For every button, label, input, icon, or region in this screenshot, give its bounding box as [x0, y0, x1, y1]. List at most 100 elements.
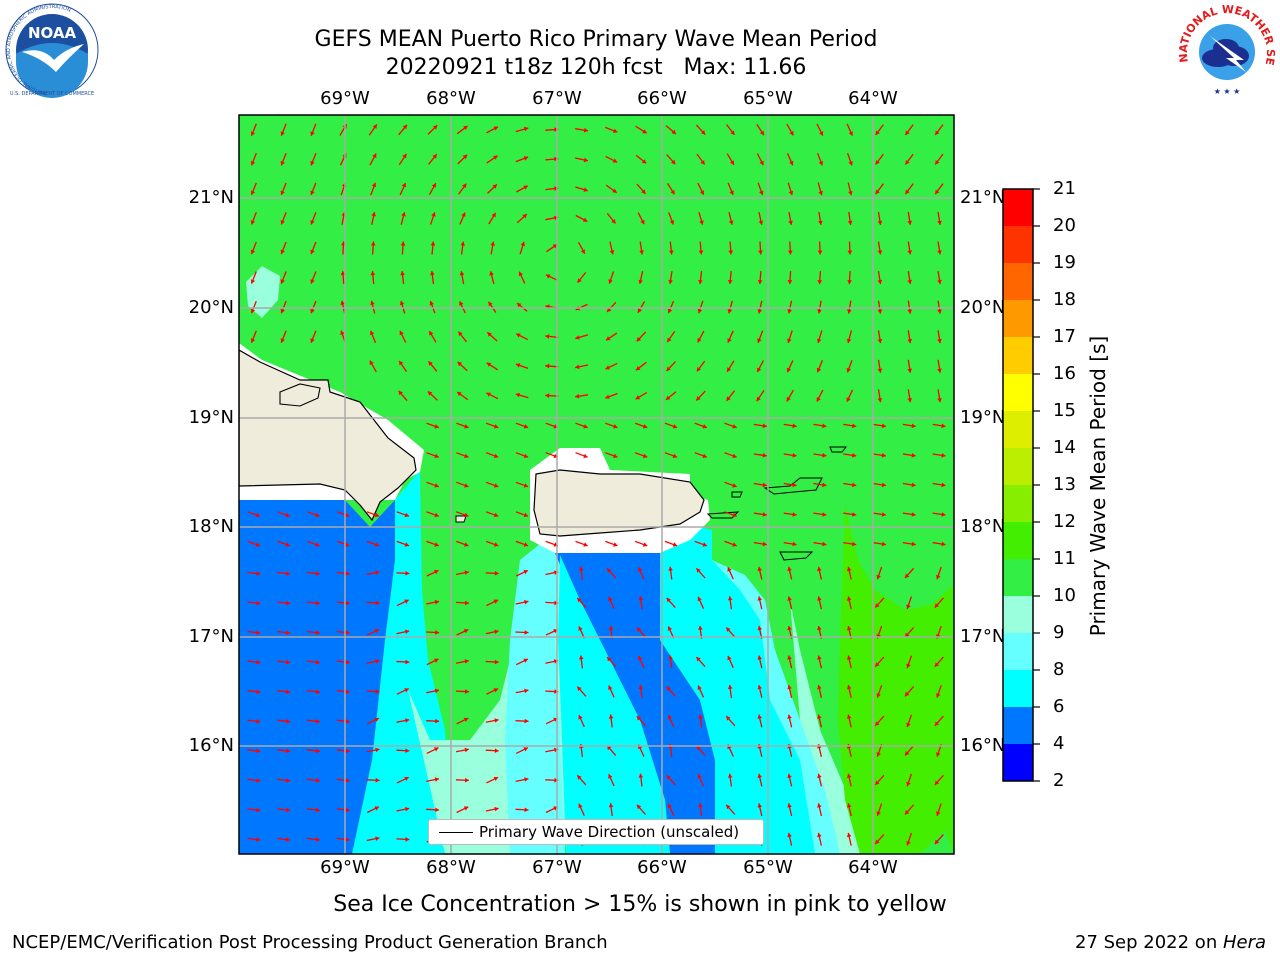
wave-direction-arrowhead: [907, 250, 912, 255]
wave-direction-arrowhead: [315, 571, 320, 576]
wave-direction-arrowhead: [729, 160, 734, 165]
wave-direction-arrowhead: [702, 453, 707, 458]
wave-direction-arrowhead: [911, 482, 916, 488]
wave-direction-arrowhead: [906, 663, 911, 668]
wave-direction-arrowhead: [846, 596, 852, 601]
lat-label-right: 21°N: [960, 187, 1006, 208]
colorbar-tick-label: 17: [1053, 326, 1076, 347]
wave-direction-arrowhead: [907, 368, 912, 373]
wave-direction-arrowhead: [638, 773, 644, 778]
wave-direction-arrowhead: [726, 804, 731, 810]
nws-logo: NATIONAL WEATHER SERVICE ★ ★ ★: [1176, 2, 1277, 97]
wave-direction-arrowhead: [465, 600, 469, 606]
wave-direction-arrowhead: [759, 160, 764, 166]
map-subtitle-forecast: 20220921 t18z 120h fcst Max: 11.66: [385, 55, 807, 80]
wave-direction-arrowhead: [847, 309, 852, 314]
wave-direction-arrowhead: [372, 153, 377, 159]
wave-direction-arrowhead: [696, 568, 701, 573]
wave-direction-arrowhead: [757, 714, 762, 719]
wave-direction-arrowhead: [256, 571, 261, 576]
wave-direction-arrowhead: [464, 512, 469, 518]
wave-direction-arrowhead: [398, 390, 403, 396]
wave-direction-arrowhead: [256, 778, 261, 783]
wave-direction-arrowhead: [374, 806, 379, 811]
lon-label-bottom: 68°W: [426, 857, 476, 878]
wave-direction-arrowhead: [846, 367, 851, 373]
wave-direction-arrowhead: [430, 241, 436, 246]
wave-direction-arrowhead: [256, 659, 261, 665]
wave-direction-arrowhead: [787, 832, 792, 838]
wave-direction-arrowhead: [434, 777, 439, 782]
wave-direction-arrowhead: [429, 331, 434, 336]
wave-direction-arrowhead: [255, 512, 260, 518]
wave-direction-arrowhead: [487, 332, 492, 337]
lat-label-right: 20°N: [960, 297, 1006, 318]
wave-direction-arrowhead: [523, 126, 529, 132]
wave-direction-arrowhead: [490, 241, 495, 246]
wave-direction-arrowhead: [792, 423, 797, 429]
wave-direction-arrowhead: [788, 220, 793, 225]
wave-direction-arrowhead: [374, 512, 380, 518]
wave-direction-arrowhead: [818, 220, 823, 225]
wave-direction-arrowhead: [430, 271, 435, 276]
wave-direction-arrowhead: [493, 542, 499, 547]
wave-direction-arrowhead: [458, 331, 463, 337]
wave-direction-arrowhead: [762, 482, 767, 488]
wave-direction-arrowhead: [401, 212, 406, 217]
wave-direction-arrowhead: [636, 337, 642, 342]
wave-direction-arrowhead: [613, 453, 618, 458]
wave-direction-arrowhead: [583, 187, 588, 192]
wave-direction-arrowhead: [545, 363, 550, 369]
wave-direction-arrowhead: [817, 803, 822, 808]
wave-direction-arrowhead: [667, 803, 672, 809]
wave-direction-arrowhead: [941, 423, 946, 429]
wave-direction-arrowhead: [672, 453, 678, 458]
wave-direction-arrowhead: [577, 775, 582, 780]
wave-direction-arrowhead: [757, 773, 762, 779]
wave-direction-arrowhead: [758, 220, 764, 225]
wave-direction-arrowhead: [700, 130, 706, 135]
wave-direction-arrowhead: [852, 423, 857, 429]
wave-direction-arrowhead: [310, 249, 315, 255]
colorbar-tick-label: 9: [1053, 622, 1065, 643]
wave-direction-arrowhead: [787, 338, 792, 343]
wave-direction-arrowhead: [310, 220, 315, 225]
wave-direction-arrowhead: [457, 392, 462, 397]
wave-direction-arrowhead: [434, 542, 439, 547]
wave-direction-arrowhead: [638, 655, 643, 661]
wave-direction-arrowhead: [875, 839, 880, 845]
wave-direction-arrowhead: [375, 689, 380, 694]
wave-direction-arrowhead: [580, 249, 585, 254]
period-field-8-9-east: [712, 560, 845, 854]
wave-direction-arrowhead: [846, 566, 852, 572]
wave-direction-arrowhead: [666, 686, 671, 691]
wave-direction-arrowhead: [817, 309, 822, 314]
wave-direction-arrowhead: [524, 688, 529, 694]
wave-direction-arrowhead: [727, 596, 733, 601]
wave-direction-arrowhead: [285, 542, 290, 547]
wave-direction-arrowhead: [666, 597, 671, 603]
wave-direction-arrowhead: [642, 424, 648, 429]
wave-direction-arrowhead: [757, 367, 762, 372]
wave-direction-arrowhead: [697, 596, 702, 602]
wave-direction-arrowhead: [280, 220, 285, 225]
wave-direction-arrowhead: [583, 542, 588, 547]
wave-direction-arrowhead: [641, 189, 646, 194]
colorbar-segment: [1003, 633, 1033, 671]
wave-direction-arrowhead: [256, 719, 261, 724]
wave-direction-arrowhead: [792, 453, 797, 458]
footer-branch: NCEP/EMC/Verification Post Processing Pr…: [12, 932, 608, 953]
wave-direction-arrowhead: [375, 747, 380, 753]
wave-direction-arrowhead: [255, 542, 260, 547]
lat-label-right: 16°N: [960, 735, 1006, 756]
wave-direction-arrowhead: [819, 131, 824, 136]
wave-direction-arrowhead: [936, 752, 941, 757]
wave-direction-arrowhead: [280, 279, 285, 284]
wave-direction-arrowhead: [822, 541, 827, 547]
wave-direction-arrowhead: [486, 362, 492, 367]
culebra-island: [731, 491, 743, 498]
wave-direction-arrowhead: [369, 330, 375, 336]
wave-direction-arrowhead: [817, 685, 822, 690]
wave-direction-arrowhead: [941, 541, 946, 547]
